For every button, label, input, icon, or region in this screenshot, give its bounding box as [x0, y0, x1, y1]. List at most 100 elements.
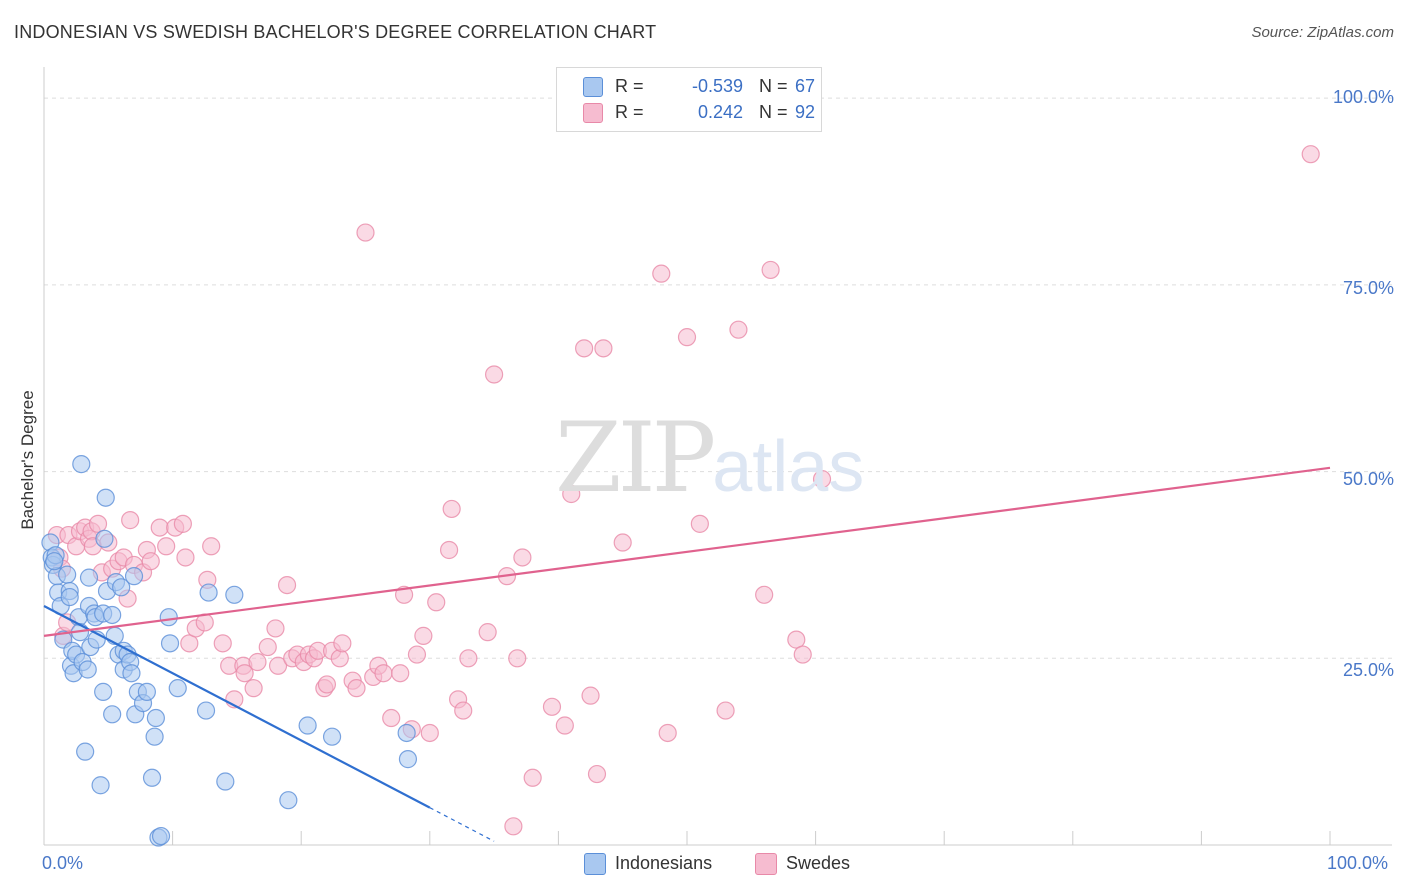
swedes-point: [485, 365, 504, 384]
indonesians-point: [60, 587, 79, 607]
swedes-point: [356, 223, 375, 242]
swedes-point: [347, 679, 366, 698]
stats-legend: R = -0.539 N = 67 R = 0.242 N = 92: [556, 67, 822, 132]
chart-title: INDONESIAN VS SWEDISH BACHELOR'S DEGREE …: [14, 22, 657, 42]
indonesians-point: [72, 455, 91, 474]
indonesians-point: [225, 585, 244, 604]
indonesians-point: [91, 776, 110, 795]
indonesians-point: [322, 727, 342, 746]
indonesians-point: [199, 583, 218, 602]
indonesians-point: [124, 567, 144, 586]
indonesians-point: [145, 727, 164, 746]
indonesians-point: [96, 488, 115, 507]
swedes-point: [333, 634, 352, 653]
swedes-point: [613, 533, 632, 552]
swedes-point: [555, 716, 574, 735]
indonesians-point: [216, 772, 235, 791]
indonesians-point: [137, 682, 156, 701]
swedes-point: [587, 764, 607, 784]
y-tick-label-25: 25.0%: [1342, 660, 1394, 680]
swedes-point: [793, 645, 812, 664]
indonesians-point: [94, 682, 113, 701]
swedes-point: [562, 484, 581, 504]
swedes-point: [523, 768, 542, 787]
swedes-point: [121, 511, 140, 530]
swedes-point: [213, 634, 232, 653]
swedes-point: [581, 686, 600, 705]
indonesians-trend-extension: [429, 807, 495, 842]
indonesians-point: [95, 529, 114, 548]
y-tick-label-100: 100.0%: [1332, 87, 1394, 107]
indonesians-point: [103, 705, 122, 724]
swedes-point: [812, 469, 832, 489]
source-label: Source: ZipAtlas.com: [1251, 24, 1394, 41]
swedes-point: [442, 499, 461, 519]
indonesians-point: [78, 660, 97, 679]
swedes-point: [374, 664, 393, 683]
indonesians-point: [298, 716, 317, 735]
swedes-point: [1301, 145, 1320, 164]
swedes-point: [266, 619, 285, 638]
swedes-point: [594, 339, 613, 358]
swedes-point: [690, 514, 709, 533]
indonesians-n-label: N =: [759, 76, 788, 96]
indonesians-point: [279, 791, 298, 810]
indonesians-point: [196, 701, 216, 720]
indonesians-legend-label: Indonesians: [615, 853, 713, 873]
indonesians-point: [79, 568, 99, 587]
swedes-point: [150, 518, 169, 537]
swedes-point: [202, 537, 221, 556]
y-axis-label: Bachelor's Degree: [18, 390, 37, 530]
swedes-swatch: [583, 103, 603, 123]
y-tick-label-75: 75.0%: [1342, 278, 1394, 298]
indonesians-point: [76, 742, 95, 761]
indonesians-r-label: R =: [615, 76, 644, 96]
swedes-point: [652, 264, 671, 283]
x-tick-label-max: 100.0%: [1327, 853, 1389, 873]
swedes-point: [504, 817, 523, 836]
swedes-r-label: R =: [615, 102, 644, 122]
swedes-point: [141, 552, 160, 571]
swedes-point: [235, 664, 254, 683]
indonesians-swatch: [583, 77, 603, 97]
swedes-point: [420, 723, 439, 743]
swedes-point: [658, 723, 677, 743]
indonesians-n-value: 67: [795, 76, 816, 96]
x-tick-label-min: 0.0%: [42, 853, 84, 873]
swedes-point: [513, 548, 532, 567]
swedes-point: [157, 537, 176, 556]
indonesians-point: [397, 723, 416, 743]
swedes-point: [761, 260, 780, 280]
swedes-point: [391, 664, 410, 683]
swedes-point: [176, 548, 195, 567]
swedes-point: [382, 708, 401, 728]
swedes-point: [248, 652, 267, 672]
swedes-point: [439, 540, 459, 560]
swedes-point: [268, 656, 288, 675]
indonesians-point: [103, 605, 122, 625]
swedes-point: [394, 585, 414, 604]
swedes-point: [427, 593, 446, 612]
swedes-point: [716, 701, 735, 720]
indonesians-point: [159, 608, 178, 627]
swedes-point: [414, 626, 433, 645]
swedes-point: [755, 585, 774, 604]
swedes-trend-line: [43, 466, 1331, 637]
swedes-point: [173, 514, 192, 533]
indonesians-legend-swatch: [584, 853, 606, 875]
swedes-point: [478, 623, 497, 642]
swedes-point: [277, 575, 297, 595]
swedes-point: [244, 679, 263, 698]
indonesians-r-value: -0.539: [691, 76, 743, 96]
indonesians-point: [112, 578, 131, 597]
indonesians-point: [142, 768, 162, 787]
swedes-point: [542, 697, 562, 716]
swedes-point: [317, 675, 337, 694]
swedes-legend-label: Swedes: [786, 853, 851, 873]
indonesians-point: [58, 565, 77, 584]
indonesians-point: [146, 708, 165, 728]
swedes-legend-swatch: [755, 853, 777, 875]
swedes-point: [677, 328, 697, 347]
swedes-point: [330, 649, 349, 668]
indonesians-point: [45, 552, 64, 571]
